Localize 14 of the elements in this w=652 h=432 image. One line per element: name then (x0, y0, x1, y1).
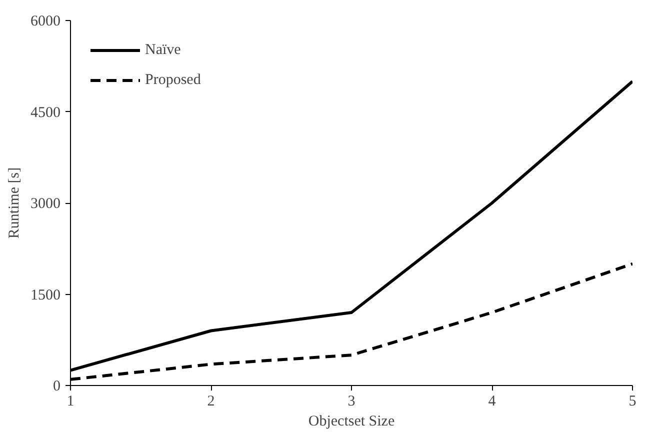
x-tick-label: 3 (348, 394, 356, 410)
x-tick-label: 4 (488, 394, 496, 410)
y-tick-label: 4500 (30, 104, 60, 121)
x-tick-label: 5 (628, 394, 636, 410)
y-tick-label: 3000 (30, 196, 60, 212)
y-axis-title: Runtime [s] (6, 167, 22, 239)
legend-label: Proposed (145, 72, 201, 88)
y-tick-label: 6000 (30, 14, 60, 30)
y-tick-label: 1500 (30, 287, 60, 304)
x-tick-label: 1 (66, 394, 74, 410)
x-tick-label: 2 (207, 394, 215, 410)
y-tick-label: 0 (53, 378, 60, 394)
x-axis-title: Objectset Size (308, 414, 395, 430)
legend-label: Naïve (145, 42, 181, 58)
